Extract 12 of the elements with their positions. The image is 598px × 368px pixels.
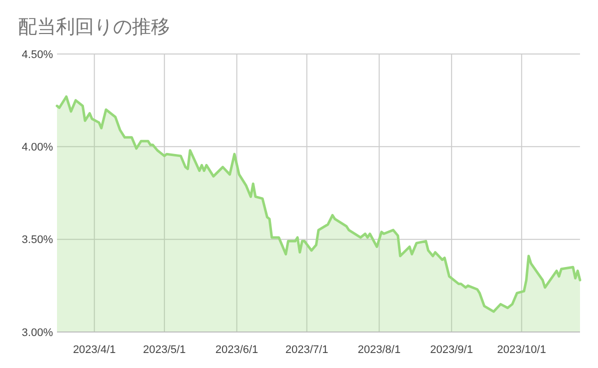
- y-tick-label: 3.50%: [22, 234, 54, 246]
- x-tick-label: 2023/5/1: [142, 344, 186, 356]
- chart-title: 配当利回りの推移: [18, 17, 170, 38]
- x-tick-label: 2023/8/1: [358, 344, 401, 356]
- y-tick-label: 4.50%: [22, 48, 54, 61]
- x-tick-label: 2023/7/1: [285, 344, 328, 356]
- y-tick-label: 4.00%: [22, 142, 54, 154]
- x-tick-label: 2023/6/1: [215, 344, 258, 356]
- x-tick-label: 2023/4/1: [72, 344, 116, 356]
- x-tick-label: 2023/9/1: [430, 344, 473, 356]
- y-tick-label: 3.00%: [22, 326, 54, 339]
- x-tick-label: 2023/10/1: [497, 344, 546, 356]
